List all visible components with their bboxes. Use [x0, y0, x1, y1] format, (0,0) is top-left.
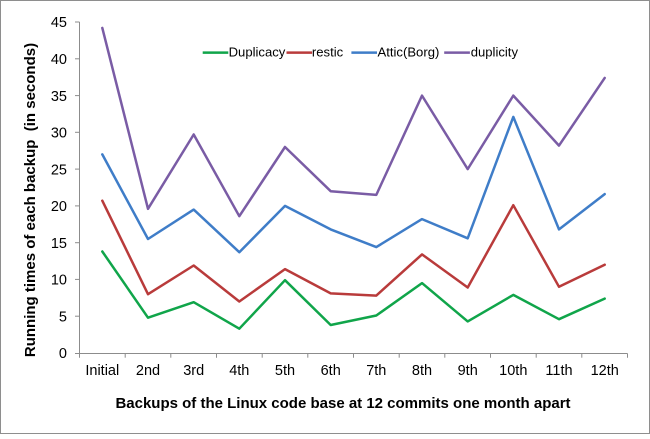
- svg-text:5: 5: [59, 309, 67, 325]
- svg-text:40: 40: [51, 52, 67, 68]
- svg-text:duplicity: duplicity: [471, 44, 519, 59]
- svg-text:0: 0: [59, 346, 67, 362]
- svg-text:25: 25: [51, 162, 67, 178]
- svg-text:6th: 6th: [321, 363, 341, 379]
- svg-text:30: 30: [51, 126, 67, 142]
- svg-text:Duplicacy: Duplicacy: [229, 44, 286, 59]
- svg-text:7th: 7th: [366, 363, 386, 379]
- svg-text:11th: 11th: [545, 363, 572, 379]
- svg-text:10: 10: [51, 273, 67, 289]
- svg-text:Attic(Borg): Attic(Borg): [378, 44, 440, 59]
- svg-text:20: 20: [51, 199, 67, 215]
- svg-text:Backups of the Linux code base: Backups of the Linux code base at 12 com…: [115, 395, 570, 412]
- svg-text:10th: 10th: [499, 363, 527, 379]
- svg-text:3rd: 3rd: [183, 363, 204, 379]
- svg-text:2nd: 2nd: [136, 363, 160, 379]
- svg-text:4th: 4th: [229, 363, 249, 379]
- svg-text:Running times of each backup: Running times of each backup (in seconds…: [22, 43, 39, 357]
- svg-text:8th: 8th: [412, 363, 432, 379]
- svg-text:12th: 12th: [591, 363, 619, 379]
- svg-text:9th: 9th: [458, 363, 478, 379]
- svg-text:15: 15: [51, 236, 67, 252]
- svg-text:45: 45: [51, 15, 67, 31]
- svg-text:restic: restic: [312, 44, 344, 59]
- svg-text:5th: 5th: [275, 363, 295, 379]
- svg-text:35: 35: [51, 89, 67, 105]
- svg-text:Initial: Initial: [85, 363, 119, 379]
